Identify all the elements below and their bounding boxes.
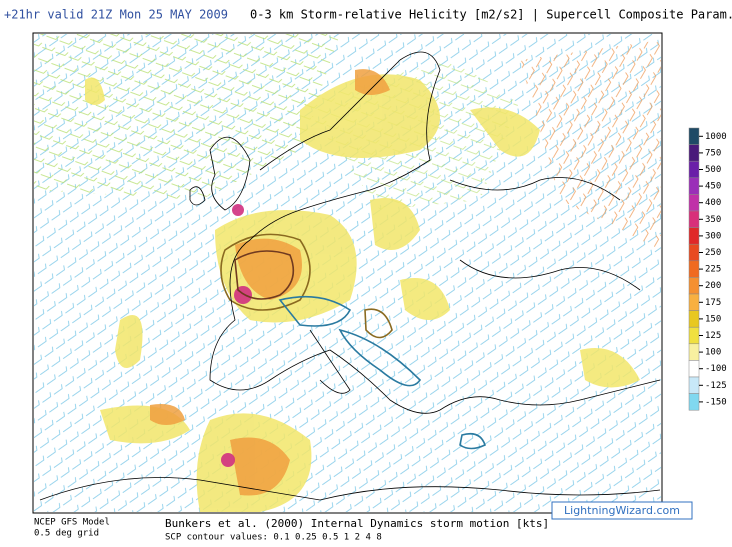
map-area (32, 32, 663, 514)
colorbar-swatch (688, 277, 700, 295)
wind-barbs (34, 34, 340, 200)
wind-barbs (520, 40, 661, 250)
valid-time: +21hr valid 21Z Mon 25 MAY 2009 (4, 8, 228, 22)
colorbar-swatch (688, 127, 700, 145)
colorbar-swatch (688, 194, 700, 212)
colorbar-label: 450 (705, 182, 721, 192)
colorbar-swatch (688, 144, 700, 162)
colorbar-swatch (688, 160, 700, 179)
colorbar-label: 1000 (705, 132, 727, 142)
contour-label: SCP contour values: 0.1 0.25 0.5 1 2 4 8 (165, 533, 382, 543)
colorbar-swatch (688, 343, 700, 361)
colorbar-swatch (688, 243, 700, 262)
colorbar-label: 750 (705, 148, 721, 158)
barb-label: Bunkers et al. (2000) Internal Dynamics … (165, 517, 549, 530)
colorbar-swatch (688, 260, 700, 278)
colorbar-swatch (688, 393, 700, 411)
colorbar-label: 500 (705, 165, 721, 175)
map-title: 0-3 km Storm-relative Helicity [m2/s2] |… (250, 8, 732, 22)
colorbar-label: -125 (705, 381, 727, 391)
watermark: LightningWizard.com (564, 504, 680, 517)
grid-label: 0.5 deg grid (34, 529, 99, 539)
colorbar-label: 350 (705, 215, 721, 225)
colorbar-label: 250 (705, 248, 721, 258)
colorbar-swatch (688, 376, 700, 394)
colorbar-swatch (688, 210, 700, 228)
colorbar-label: 200 (705, 281, 721, 291)
colorbar-swatch (688, 310, 700, 328)
colorbar-label: 150 (705, 314, 721, 324)
colorbar: 1000 750 500 450 400 350 300 250 225 200 175 150 125… (688, 127, 727, 411)
colorbar-swatch (688, 227, 700, 245)
colorbar-swatch (688, 360, 700, 378)
model-label: NCEP GFS Model (34, 518, 110, 528)
colorbar-label: 300 (705, 231, 721, 241)
colorbar-label: 400 (705, 198, 721, 208)
colorbar-swatch (688, 326, 700, 345)
colorbar-label: -100 (705, 364, 727, 374)
colorbar-label: 100 (705, 348, 721, 358)
colorbar-label: 125 (705, 331, 721, 341)
colorbar-swatch (688, 177, 700, 195)
coastlines (39, 51, 661, 501)
colorbar-label: 175 (705, 298, 721, 308)
watermark-box (551, 501, 693, 520)
colorbar-label: -150 (705, 397, 727, 407)
scp-contours (220, 233, 486, 450)
colorbar-label: 225 (705, 265, 721, 275)
colorbar-swatch (688, 293, 700, 311)
